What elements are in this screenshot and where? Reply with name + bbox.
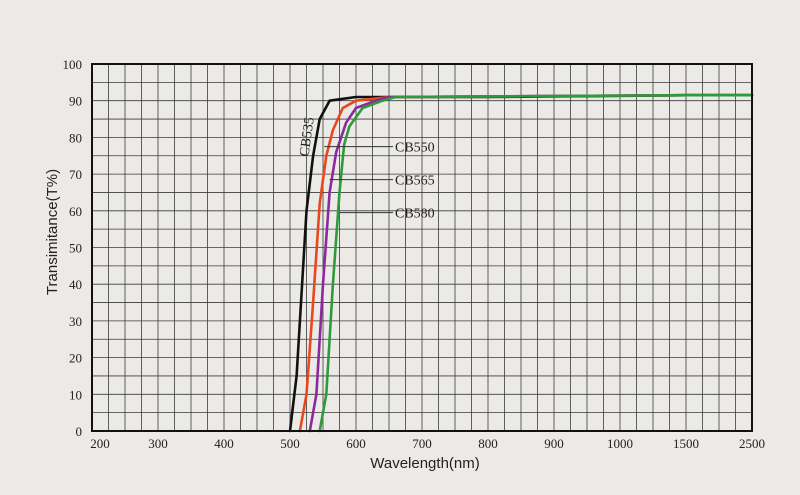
y-tick-label: 60 xyxy=(69,204,82,219)
series-label-cb580: CB580 xyxy=(395,207,435,222)
y-tick-label: 10 xyxy=(69,387,82,402)
y-tick-label: 90 xyxy=(69,94,82,109)
x-tick-label: 2500 xyxy=(739,436,765,451)
x-tick-label: 500 xyxy=(280,436,300,451)
y-tick-label: 40 xyxy=(69,277,82,292)
series-labels: CB535 CB550 CB565 CB580 xyxy=(297,116,434,221)
x-tick-label: 700 xyxy=(412,436,432,451)
y-tick-label: 30 xyxy=(69,314,82,329)
series-line-cb580 xyxy=(318,93,754,433)
y-tick-label: 80 xyxy=(69,130,82,145)
y-tick-label: 0 xyxy=(76,424,83,439)
series-line-cb550 xyxy=(298,93,754,433)
y-tick-label: 50 xyxy=(69,241,82,256)
y-axis-label: Transimitance(T%) xyxy=(44,169,61,295)
x-axis-ticks: 200 300 400 500 600 700 800 900 1000 1500 2500 xyxy=(90,436,765,451)
x-tick-label: 1000 xyxy=(607,436,633,451)
series-label-cb565: CB565 xyxy=(395,174,435,189)
y-tick-label: 70 xyxy=(69,167,82,182)
grid xyxy=(92,64,752,431)
y-axis-ticks: 0 10 20 30 40 50 60 70 80 90 100 xyxy=(63,57,83,439)
x-tick-label: 300 xyxy=(148,436,168,451)
series-lines xyxy=(288,93,754,433)
x-tick-label: 1500 xyxy=(673,436,699,451)
y-tick-label: 100 xyxy=(63,57,83,72)
x-tick-label: 400 xyxy=(214,436,234,451)
x-tick-label: 200 xyxy=(90,436,110,451)
y-tick-label: 20 xyxy=(69,351,82,366)
x-tick-label: 600 xyxy=(346,436,366,451)
series-label-cb535: CB535 xyxy=(297,116,317,157)
x-axis-label: Wavelength(nm) xyxy=(370,455,479,472)
x-tick-label: 800 xyxy=(478,436,498,451)
plot-frame xyxy=(91,63,753,432)
x-tick-label: 900 xyxy=(544,436,564,451)
series-label-cb550: CB550 xyxy=(395,141,435,156)
